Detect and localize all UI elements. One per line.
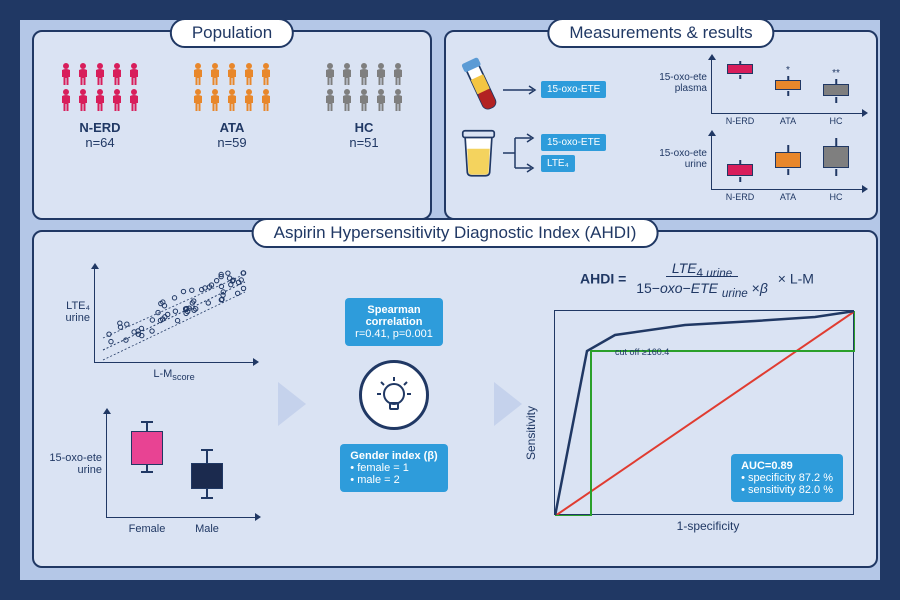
box-chart: 15-oxo-eteplasma N-ERD ATA * HC ** [653, 54, 868, 126]
person-icon [76, 88, 90, 112]
person-icon [76, 62, 90, 86]
population-group: ATAn=59 [191, 62, 273, 150]
person-icon [340, 62, 354, 86]
roc-auc-box: AUC=0.89 • specificity 87.2 % • sensitiv… [731, 454, 843, 502]
group-label: N-ERDn=64 [59, 120, 141, 150]
person-icon [391, 62, 405, 86]
person-icon [374, 88, 388, 112]
ahdi-panel: Aspirin Hypersensitivity Diagnostic Inde… [32, 230, 878, 568]
ahdi-title: Aspirin Hypersensitivity Diagnostic Inde… [252, 218, 659, 248]
spearman-tag: Spearmancorrelation r=0.41, p=0.001 [345, 298, 443, 346]
roc-cutoff: cut off ≥160.4 [615, 347, 669, 357]
measurements-panel: Measurements & results 15-oxo-ETE [444, 30, 878, 220]
person-icon [191, 62, 205, 86]
person-icon [259, 62, 273, 86]
idea-column: Spearmancorrelation r=0.41, p=0.001 Gend… [314, 292, 474, 498]
population-panel: Population N-ERDn=64 ATAn=59 HCn=51 [32, 30, 432, 220]
person-icon [208, 88, 222, 112]
person-icon [225, 62, 239, 86]
group-label: HCn=51 [323, 120, 405, 150]
roc-block: AHDI = LTE4 urine 15−oxo−ETE urine ×β × … [532, 260, 862, 533]
measurements-title: Measurements & results [547, 18, 774, 48]
person-icon [208, 62, 222, 86]
person-icon [357, 62, 371, 86]
person-icon [323, 62, 337, 86]
urine-cup-icon [456, 124, 501, 180]
person-icon [59, 62, 73, 86]
population-group: HCn=51 [323, 62, 405, 150]
population-title: Population [170, 18, 294, 48]
roc-xlabel: 1-specificity [554, 519, 862, 533]
person-icon [391, 88, 405, 112]
chevron-icon [278, 382, 306, 426]
chart-ylabel: 15-oxo-eteplasma [651, 72, 707, 94]
person-icon [127, 88, 141, 112]
blood-tube-icon [456, 56, 501, 124]
ahdi-formula: AHDI = LTE4 urine 15−oxo−ETE urine ×β × … [532, 260, 862, 300]
chart-ylabel: 15-oxo-eteurine [651, 148, 707, 170]
population-group: N-ERDn=64 [59, 62, 141, 150]
box-chart: 15-oxo-eteurine N-ERD ATA HC [653, 130, 868, 202]
person-icon [93, 88, 107, 112]
scatter-ylabel: LTE₄urine [46, 300, 90, 324]
branch-arrow-icon [501, 128, 541, 178]
arrow-icon [501, 75, 541, 105]
person-icon [93, 62, 107, 86]
scatter-xlabel: L-Mscore [94, 368, 254, 382]
person-icon [110, 88, 124, 112]
sample-diagram: 15-oxo-ETE 15-oxo-ETE [456, 62, 656, 188]
person-icon [191, 88, 205, 112]
urine-tag-1: 15-oxo-ETE [541, 134, 606, 151]
person-icon [374, 62, 388, 86]
gender-index-tag: Gender index (β) • female = 1 • male = 2 [340, 444, 447, 492]
person-icon [340, 88, 354, 112]
infographic-canvas: Population N-ERDn=64 ATAn=59 HCn=51 Meas… [20, 20, 880, 580]
person-icon [259, 88, 273, 112]
measurement-charts: 15-oxo-eteplasma N-ERD ATA * HC ** 15-ox… [653, 54, 868, 206]
gender-ylabel: 15-oxo-eteurine [46, 452, 102, 476]
person-icon [242, 62, 256, 86]
scatter-chart: LTE₄urine L-Mscore [46, 262, 266, 392]
group-label: ATAn=59 [191, 120, 273, 150]
gender-boxplot: 15-oxo-eteurine Female Male [46, 407, 266, 547]
urine-tag-2: LTE₄ [541, 155, 575, 172]
person-icon [357, 88, 371, 112]
person-icon [323, 88, 337, 112]
person-icon [242, 88, 256, 112]
roc-chart: cut off ≥160.4 AUC=0.89 • specificity 87… [554, 310, 854, 515]
plasma-tag: 15-oxo-ETE [541, 81, 606, 98]
person-icon [225, 88, 239, 112]
person-icon [127, 62, 141, 86]
person-icon [110, 62, 124, 86]
person-icon [59, 88, 73, 112]
chevron-icon [494, 382, 522, 426]
roc-ylabel: Sensitivity [524, 406, 538, 460]
lightbulb-icon [359, 360, 429, 430]
